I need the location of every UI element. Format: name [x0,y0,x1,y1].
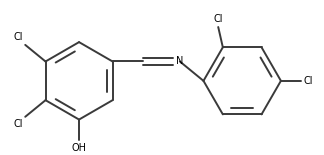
Text: Cl: Cl [214,14,223,24]
Text: Cl: Cl [14,32,23,42]
Text: Cl: Cl [303,76,313,86]
Text: OH: OH [72,143,87,153]
Text: N: N [176,56,183,66]
Text: Cl: Cl [14,119,23,129]
